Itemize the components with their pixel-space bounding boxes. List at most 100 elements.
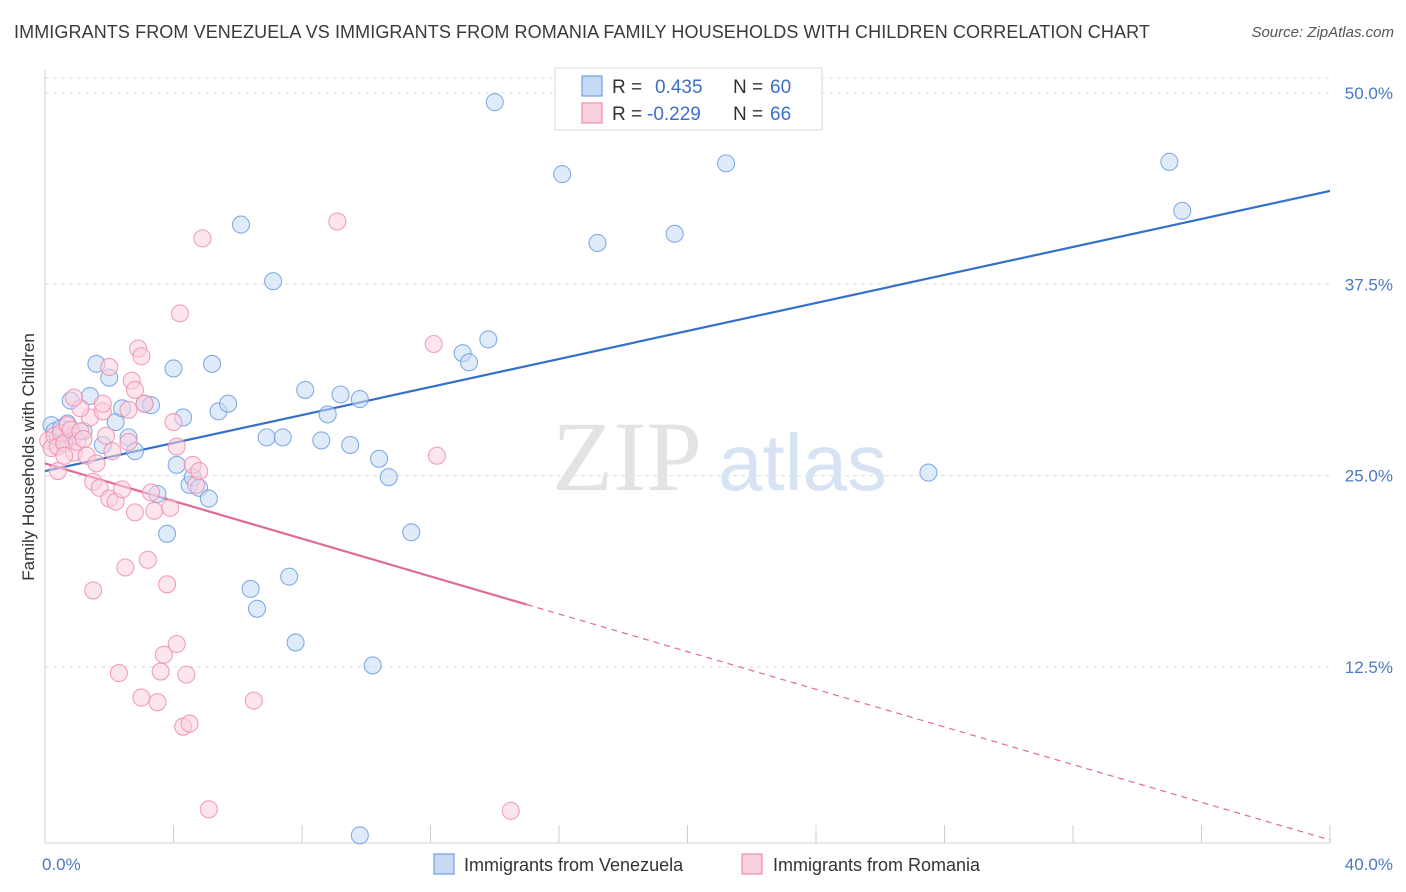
- point-venezuela-39: [296, 380, 315, 399]
- point-romania-65: [125, 503, 144, 522]
- point-romania-39: [170, 304, 189, 323]
- point-romania-60: [119, 432, 138, 452]
- point-venezuela-42: [331, 385, 350, 404]
- legend-r-value-romania: -0.229: [647, 104, 701, 125]
- point-venezuela-35: [264, 272, 283, 291]
- y-tick-label-0: 12.5%: [1345, 658, 1393, 677]
- legend-n-label-venezuela: N =: [733, 77, 763, 98]
- point-venezuela-55: [665, 224, 684, 243]
- point-romania-31: [145, 501, 164, 520]
- bottom-legend-swatch-venezuela: [433, 853, 455, 875]
- point-romania-32: [148, 693, 167, 712]
- point-romania-30: [138, 550, 157, 569]
- point-romania-55: [109, 664, 128, 683]
- legend-r-label-romania: R =: [612, 104, 642, 125]
- legend-swatch-romania: [581, 102, 603, 124]
- y-tick-label-3: 50.0%: [1345, 84, 1393, 103]
- y-axis-label: Family Households with Children: [19, 333, 38, 581]
- bottom-legend-label-romania: Immigrants from Romania: [773, 855, 981, 875]
- point-romania-22: [113, 480, 132, 499]
- legend-n-value-venezuela: 60: [770, 77, 791, 98]
- chart-source: Source: ZipAtlas.com: [1251, 24, 1394, 41]
- point-romania-61: [141, 483, 161, 502]
- point-romania-41: [177, 665, 196, 684]
- point-venezuela-28: [203, 354, 222, 373]
- point-romania-47: [199, 800, 218, 819]
- x-tick-label-max: 40.0%: [1345, 855, 1393, 874]
- point-venezuela-52: [485, 93, 504, 112]
- point-romania-57: [100, 357, 119, 377]
- point-romania-53: [48, 461, 67, 481]
- point-romania-64: [93, 394, 112, 413]
- point-romania-34: [154, 645, 173, 664]
- point-venezuela-41: [318, 405, 337, 424]
- point-venezuela-22: [167, 455, 186, 474]
- point-romania-49: [328, 212, 347, 231]
- point-venezuela-53: [553, 165, 572, 184]
- point-romania-59: [64, 388, 83, 407]
- point-venezuela-59: [1173, 201, 1192, 220]
- point-venezuela-57: [919, 463, 938, 482]
- bottom-legend-swatch-romania: [741, 853, 763, 875]
- point-venezuela-33: [247, 599, 267, 618]
- legend-n-label-romania: N =: [733, 104, 763, 125]
- point-romania-29: [135, 394, 154, 413]
- point-venezuela-27: [199, 489, 218, 508]
- point-venezuela-37: [280, 567, 299, 586]
- legend-swatch-venezuela: [581, 75, 603, 97]
- point-venezuela-54: [588, 233, 607, 253]
- point-romania-51: [427, 446, 446, 465]
- point-venezuela-46: [370, 449, 389, 468]
- point-venezuela-32: [241, 579, 260, 598]
- point-romania-48: [244, 691, 263, 710]
- point-romania-35: [158, 575, 177, 594]
- point-venezuela-43: [341, 435, 360, 455]
- point-romania-28: [132, 347, 151, 366]
- point-romania-18: [96, 426, 116, 445]
- point-romania-56: [132, 688, 151, 707]
- watermark: ZIP atlas: [552, 401, 887, 512]
- trend-line-romania-dashed: [526, 604, 1331, 841]
- y-tick-labels: 12.5% 25.0% 37.5% 50.0%: [1345, 84, 1393, 677]
- point-romania-24: [119, 400, 138, 419]
- point-venezuela-30: [219, 394, 238, 413]
- x-tick-label-min: 0.0%: [42, 855, 81, 874]
- grid-lines: [45, 77, 1330, 668]
- point-venezuela-48: [402, 523, 421, 542]
- point-venezuela-44: [350, 390, 369, 409]
- point-romania-37: [164, 413, 183, 432]
- point-romania-11: [74, 429, 93, 448]
- point-romania-20: [103, 442, 122, 461]
- watermark-atlas: atlas: [718, 418, 887, 507]
- point-venezuela-36: [273, 428, 292, 447]
- point-romania-42: [180, 714, 199, 733]
- y-tick-label-2: 37.5%: [1345, 275, 1393, 294]
- point-venezuela-31: [231, 215, 251, 234]
- point-romania-46: [193, 229, 212, 248]
- point-romania-45: [190, 461, 209, 481]
- point-romania-38: [167, 437, 186, 456]
- trend-lines: [44, 189, 1331, 841]
- point-romania-62: [167, 634, 186, 654]
- legend-r-value-venezuela: 0.435: [655, 77, 703, 98]
- point-venezuela-47: [379, 468, 398, 487]
- point-romania-52: [501, 801, 520, 820]
- axes: [44, 70, 1331, 844]
- point-romania-23: [116, 558, 135, 577]
- point-romania-50: [424, 334, 443, 354]
- point-venezuela-20: [158, 524, 177, 543]
- legend: R = 0.435 N = 60 R = -0.229 N = 66: [554, 67, 823, 131]
- chart-title: IMMIGRANTS FROM VENEZUELA VS IMMIGRANTS …: [14, 22, 1150, 42]
- legend-n-value-romania: 66: [770, 104, 791, 125]
- trend-line-venezuela: [44, 189, 1331, 473]
- bottom-legend: Immigrants from Venezuela Immigrants fro…: [433, 853, 981, 875]
- point-romania-26: [125, 380, 144, 399]
- point-romania-15: [87, 454, 106, 473]
- point-venezuela-51: [479, 330, 498, 349]
- point-venezuela-21: [164, 359, 183, 378]
- watermark-zip: ZIP: [552, 401, 702, 512]
- point-romania-36: [161, 498, 180, 517]
- y-tick-label-1: 25.0%: [1345, 467, 1393, 486]
- x-tick-labels: 0.0% 40.0%: [42, 855, 1393, 874]
- data-points: [39, 93, 1192, 845]
